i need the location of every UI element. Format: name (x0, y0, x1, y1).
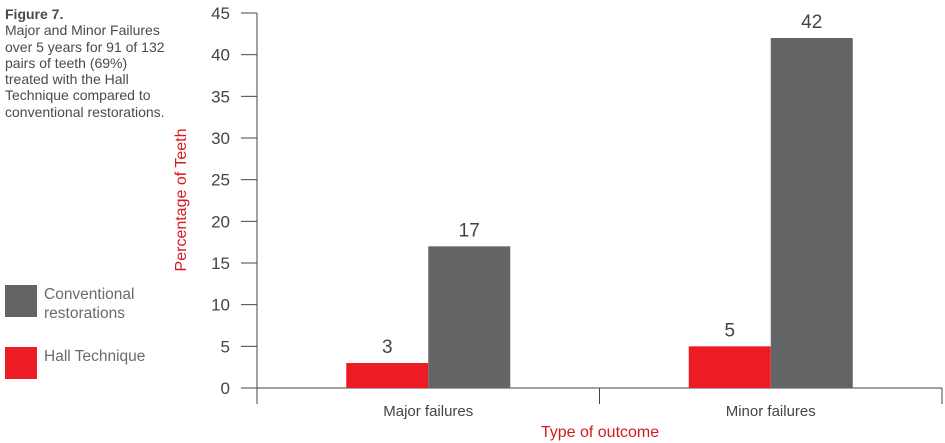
y-axis: 0 5 10 15 20 25 30 35 40 45 (211, 4, 258, 398)
legend-swatch-conventional (5, 285, 37, 317)
x-axis: Major failures Minor failures (256, 387, 943, 420)
bar (346, 363, 429, 388)
y-tick-label: 45 (211, 4, 230, 23)
y-tick-label: 30 (211, 129, 230, 148)
y-tick-label: 20 (211, 212, 230, 231)
y-tick-label: 40 (211, 46, 230, 65)
x-axis-ticks: Major failures Minor failures (256, 388, 943, 420)
x-tick-label: Major failures (383, 403, 473, 420)
figure-label: Figure 7. (5, 6, 64, 22)
y-tick-label: 0 (221, 379, 230, 398)
legend-label-hall-technique: Hall Technique (44, 348, 146, 365)
y-tick-label: 25 (211, 171, 230, 190)
data-label: 17 (459, 220, 480, 241)
x-tick-label: Minor failures (726, 403, 816, 420)
bar (428, 246, 511, 388)
data-label: 3 (382, 337, 393, 358)
y-axis-ticks: 0 5 10 15 20 25 30 35 40 45 (211, 4, 257, 398)
figure-caption-text: Major and Minor Failures over 5 years fo… (5, 22, 165, 120)
legend-swatch-hall-technique (5, 347, 37, 379)
data-label: 5 (724, 320, 735, 341)
legend-label-conventional: Conventional restorations (44, 286, 135, 322)
y-tick-label: 15 (211, 254, 230, 273)
bar (688, 346, 771, 388)
data-label: 42 (801, 12, 822, 33)
y-axis-title: Percentage of Teeth (173, 129, 190, 272)
x-axis-title: Type of outcome (541, 424, 659, 441)
y-tick-label: 35 (211, 87, 230, 106)
bar (770, 38, 853, 388)
y-tick-label: 5 (221, 337, 230, 356)
bars: 3 17 5 42 (346, 12, 853, 388)
legend-item-conventional: Conventional restorations (5, 285, 134, 323)
figure-caption: Figure 7. Major and Minor Failures over … (5, 6, 170, 120)
legend-item-hall-technique: Hall Technique (5, 347, 145, 379)
y-tick-label: 10 (211, 296, 230, 315)
